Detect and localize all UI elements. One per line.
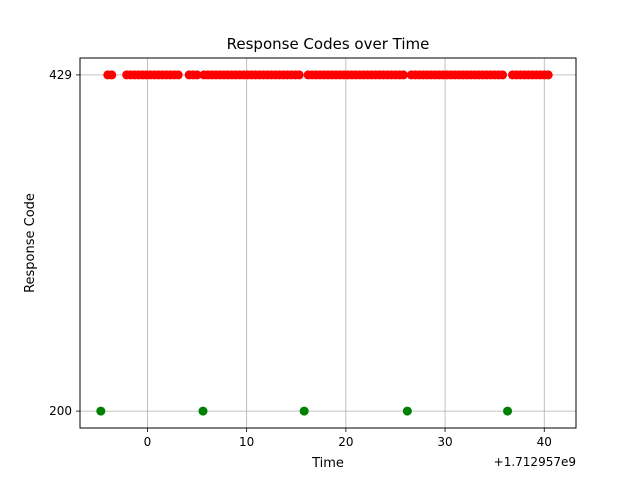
data-points (96, 70, 553, 416)
x-tick-label: 20 (338, 435, 353, 449)
data-point (107, 70, 117, 80)
axis-ticks: 0 10 20 30 40 200 429 (49, 68, 552, 449)
y-tick-label: 200 (49, 404, 72, 418)
x-tick-label: 40 (537, 435, 552, 449)
y-axis-label: Response Code (23, 193, 38, 293)
chart-title: Response Codes over Time (227, 35, 430, 53)
x-tick-label: 30 (437, 435, 452, 449)
data-point (294, 70, 304, 80)
data-point (543, 70, 553, 80)
plot-area-frame (79, 57, 577, 429)
data-point (398, 70, 408, 80)
x-tick-label: 10 (239, 435, 254, 449)
data-point (192, 70, 202, 80)
data-point (198, 406, 208, 416)
data-point (503, 406, 513, 416)
x-tick-label: 0 (144, 435, 152, 449)
data-point (498, 70, 508, 80)
data-point (173, 70, 183, 80)
data-point (402, 406, 412, 416)
y-tick-label: 429 (49, 68, 72, 82)
data-point (299, 406, 309, 416)
x-axis-offset-label: +1.712957e9 (494, 455, 576, 469)
data-point (96, 406, 106, 416)
x-axis-label: Time (311, 456, 344, 471)
